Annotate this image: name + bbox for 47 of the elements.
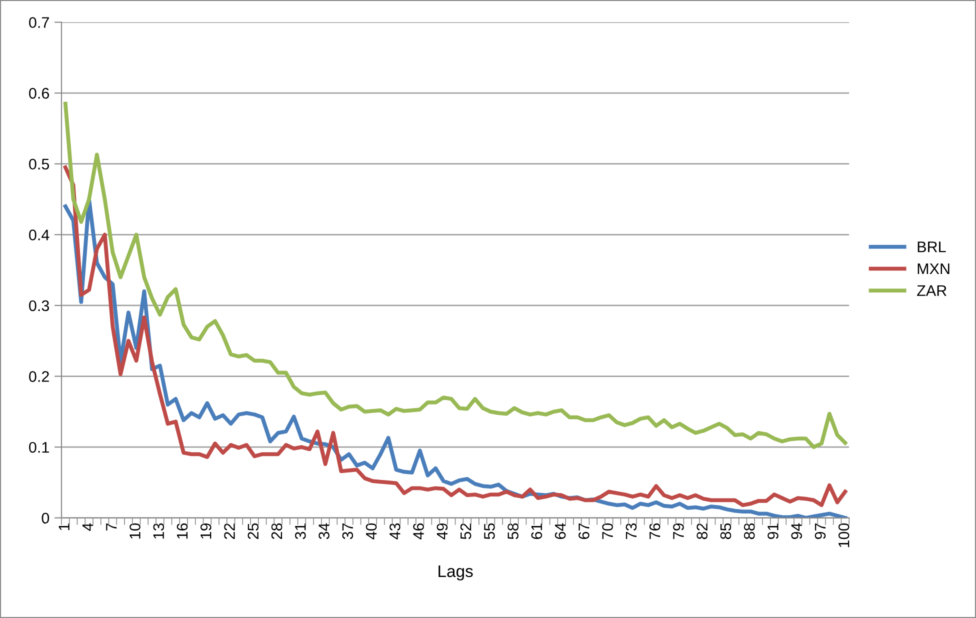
x-tick-label: 34 — [318, 523, 330, 540]
y-tick-label: 0.3 — [29, 300, 50, 312]
x-tick-label: 52 — [460, 524, 472, 540]
x-tick-label: 100 — [838, 523, 850, 548]
x-tick-label: 55 — [484, 523, 495, 540]
x-tick-label: 97 — [814, 524, 826, 540]
x-tick-label: 88 — [744, 523, 755, 540]
x-tick-label: 25 — [248, 523, 259, 539]
x-tick-label: 16 — [176, 523, 188, 539]
x-tick-label: 28 — [271, 523, 282, 539]
x-tick-label: 40 — [366, 523, 377, 540]
x-tick-label: 37 — [342, 524, 354, 540]
y-tick-label: 0.5 — [29, 158, 50, 170]
x-tick-label: 79 — [673, 523, 684, 539]
x-tick-label: 70 — [602, 523, 613, 539]
x-tick-label: 82 — [696, 524, 708, 540]
y-tick-label: 0 — [42, 512, 50, 524]
x-tick-label: 31 — [295, 523, 306, 540]
x-tick-label: 22 — [224, 524, 235, 539]
legend-label: MXN — [918, 264, 950, 274]
x-tick-label: 46 — [413, 523, 424, 540]
x-tick-label: 76 — [649, 523, 660, 539]
x-tick-label: 49 — [436, 523, 448, 540]
x-tick-label: 73 — [626, 523, 637, 539]
x-tick-label: 13 — [153, 523, 164, 539]
y-tick-label: 0.4 — [29, 230, 50, 240]
x-tick-label: 91 — [768, 523, 778, 540]
x-tick-label: 1 — [58, 523, 70, 530]
x-tick-label: 19 — [200, 523, 212, 539]
x-tick-label: 67 — [578, 524, 590, 539]
x-tick-label: 7 — [106, 524, 117, 530]
x-tick-label: 94 — [791, 523, 802, 540]
y-tick-label: 0.1 — [29, 442, 49, 453]
x-tick-label: 85 — [720, 523, 732, 540]
y-tick-label: 0.6 — [29, 88, 50, 99]
x-tick-label: 61 — [531, 523, 542, 539]
x-tick-label: 43 — [390, 523, 400, 540]
legend-label: BRL — [918, 242, 946, 252]
x-tick-label: 10 — [130, 523, 140, 539]
y-tick-label: 0.7 — [29, 17, 49, 28]
x-tick-label: 4 — [82, 523, 94, 531]
y-tick-label: 0.2 — [29, 371, 49, 382]
x-tick-label: 58 — [508, 523, 518, 540]
legend-label: ZAR — [917, 285, 946, 296]
x-axis-title: Lags — [438, 566, 473, 580]
line-series — [63, 102, 848, 450]
x-tick-label: 64 — [554, 523, 566, 539]
